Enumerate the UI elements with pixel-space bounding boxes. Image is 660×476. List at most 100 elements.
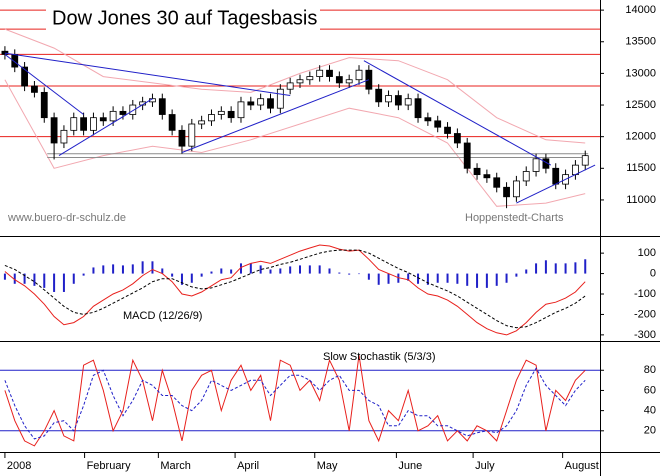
y-tick-label: 40	[644, 405, 656, 417]
histogram-bar	[544, 260, 547, 274]
candle-body	[493, 177, 501, 188]
histogram-bar	[171, 273, 174, 277]
candle-body	[99, 117, 107, 122]
histogram-bar	[417, 273, 420, 284]
trend-line	[58, 98, 153, 157]
histogram-bar	[495, 273, 498, 286]
plot-layer: 11000 11500 12000 12500 13000 13500 14000 100 0 -…	[0, 4, 656, 472]
histogram-bar	[574, 262, 577, 274]
candle-body	[276, 88, 284, 109]
candle-body	[414, 98, 422, 119]
candle-body	[404, 98, 412, 106]
y-tick-label: 100	[638, 247, 656, 259]
histogram-bar	[554, 263, 557, 274]
candle-body	[512, 180, 520, 198]
x-tick-label: February	[87, 460, 132, 472]
candle-body	[316, 69, 324, 77]
y-tick-label: -300	[634, 329, 656, 341]
y-tick-label: 13500	[625, 36, 656, 48]
candle-body	[129, 104, 137, 115]
y-tick-label: 20	[644, 425, 656, 437]
trend-line	[4, 52, 291, 96]
candle-body	[257, 98, 265, 106]
candle-body	[70, 117, 78, 131]
candle-body	[80, 117, 88, 131]
y-tick-label: 12500	[625, 99, 656, 111]
y-tick-label: 11500	[626, 162, 656, 174]
candle-body	[50, 117, 58, 144]
candle-body	[335, 76, 343, 84]
candle-body	[188, 123, 196, 147]
histogram-bar	[210, 271, 213, 274]
candle-body	[385, 95, 392, 103]
histogram-bar	[141, 261, 144, 274]
candle-body	[168, 114, 176, 131]
candle-body	[247, 101, 255, 106]
histogram-bar	[436, 273, 439, 283]
x-tick-label: August	[565, 460, 599, 472]
trend-line	[363, 60, 552, 166]
candle-body	[483, 174, 491, 179]
y-tick-label: 80	[644, 364, 656, 376]
histogram-bar	[230, 269, 233, 274]
histogram-bar	[239, 263, 242, 274]
histogram-bar	[299, 265, 301, 274]
histogram-bar	[407, 273, 410, 281]
bollinger-band	[4, 28, 586, 144]
histogram-bar	[466, 273, 469, 286]
trend-line	[516, 164, 596, 204]
histogram-bar	[190, 273, 193, 283]
histogram-bar	[328, 268, 331, 274]
indicator-line	[4, 355, 586, 447]
y-tick-label: 14000	[625, 4, 656, 16]
histogram-bar	[387, 273, 390, 284]
histogram-bar	[13, 273, 16, 284]
candle-body	[473, 167, 481, 176]
candle-body	[286, 82, 294, 90]
candle-body	[503, 186, 510, 198]
histogram-bar	[82, 273, 85, 276]
candle-body	[119, 110, 127, 115]
histogram-bar	[535, 263, 538, 274]
histogram-bar	[43, 273, 46, 288]
histogram-bar	[269, 269, 272, 274]
candle-body	[237, 101, 245, 119]
x-tick-label: May	[317, 460, 338, 472]
x-tick-label: April	[237, 460, 259, 472]
histogram-bar	[92, 267, 95, 274]
y-tick-label: 60	[644, 384, 656, 396]
candle-body	[227, 110, 235, 119]
source-note: Hoppenstedt-Charts	[465, 212, 564, 224]
histogram-bar	[249, 263, 252, 274]
y-tick-label: 0	[650, 267, 656, 279]
trend-line	[181, 79, 370, 153]
candle-body	[581, 155, 589, 166]
histogram-bar	[515, 273, 518, 277]
histogram-bar	[62, 273, 65, 292]
indicator-line	[4, 249, 586, 329]
chart-title: Dow Jones 30 auf Tagesbasis	[52, 7, 317, 29]
candle-body	[21, 66, 28, 87]
candle-body	[375, 88, 383, 103]
histogram-bar	[72, 273, 75, 284]
y-tick-label: 12000	[625, 131, 656, 143]
candle-body	[532, 158, 540, 172]
candle-body	[1, 50, 9, 55]
candle-body	[424, 117, 432, 122]
histogram-bar	[33, 273, 36, 286]
histogram-bar	[161, 268, 164, 274]
x-tick-label: 2008	[7, 460, 31, 472]
watermark: www.buero-dr-schulz.de	[7, 212, 126, 224]
candle-body	[31, 85, 38, 93]
x-tick-label: June	[398, 460, 422, 472]
candle-body	[296, 79, 304, 84]
histogram-bar	[456, 273, 459, 284]
histogram-bar	[200, 273, 203, 277]
candle-body	[355, 69, 363, 81]
y-tick-label: -200	[634, 308, 656, 320]
histogram-bar	[180, 273, 183, 285]
stochastic-title: Slow Stochastik (5/3/3)	[323, 351, 436, 363]
histogram-bar	[584, 259, 587, 274]
histogram-bar	[525, 269, 528, 274]
